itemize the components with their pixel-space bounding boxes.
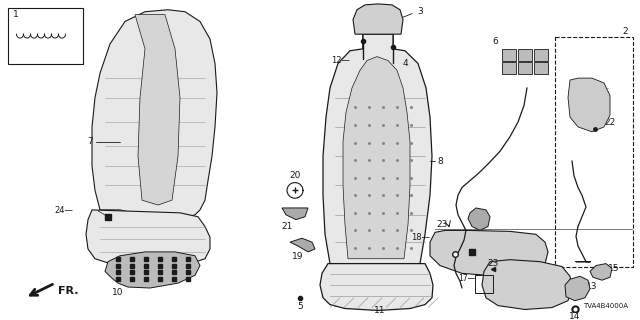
Text: 8: 8 [437, 156, 443, 165]
Polygon shape [135, 15, 180, 205]
Text: 20: 20 [289, 171, 301, 180]
Bar [8, 8, 83, 64]
Text: 19: 19 [292, 252, 304, 261]
Polygon shape [320, 264, 433, 310]
Text: 2: 2 [622, 27, 628, 36]
Text: 4: 4 [402, 59, 408, 68]
Text: 10: 10 [112, 288, 124, 297]
Text: 13: 13 [586, 282, 598, 291]
Polygon shape [323, 34, 432, 264]
Bar [534, 62, 548, 74]
Text: 15: 15 [608, 264, 620, 273]
Bar [475, 275, 493, 293]
Polygon shape [290, 238, 315, 252]
Text: 11: 11 [374, 306, 386, 315]
Polygon shape [282, 208, 308, 220]
Polygon shape [468, 208, 490, 230]
Text: 17—: 17— [458, 274, 475, 283]
Polygon shape [353, 4, 403, 34]
Polygon shape [105, 252, 200, 288]
Text: 23: 23 [487, 259, 499, 268]
Polygon shape [92, 10, 217, 220]
Bar [502, 62, 516, 74]
Polygon shape [86, 210, 210, 267]
Text: 5: 5 [297, 302, 303, 311]
Text: 7: 7 [87, 137, 93, 146]
Polygon shape [482, 260, 572, 309]
Text: 24—: 24— [54, 206, 73, 215]
Text: TVA4B4000A: TVA4B4000A [583, 302, 628, 308]
Text: 14: 14 [570, 312, 580, 320]
Text: 9: 9 [137, 269, 143, 278]
Text: 16: 16 [467, 232, 477, 241]
Text: 3: 3 [417, 7, 423, 16]
Text: FR.: FR. [58, 286, 79, 296]
Text: 21: 21 [282, 222, 292, 231]
Text: 6: 6 [492, 36, 498, 45]
Text: 12—: 12— [331, 56, 350, 65]
Polygon shape [343, 57, 410, 259]
Text: 23: 23 [436, 220, 448, 229]
Bar [555, 37, 633, 267]
Bar [502, 49, 516, 60]
Text: 1: 1 [13, 10, 19, 19]
Polygon shape [568, 78, 610, 132]
Polygon shape [590, 264, 612, 280]
Polygon shape [565, 276, 590, 301]
Text: 22: 22 [604, 117, 616, 126]
Bar [534, 49, 548, 60]
Polygon shape [430, 230, 548, 276]
Bar [518, 62, 532, 74]
Bar [518, 49, 532, 60]
Text: 18—: 18— [411, 233, 430, 242]
